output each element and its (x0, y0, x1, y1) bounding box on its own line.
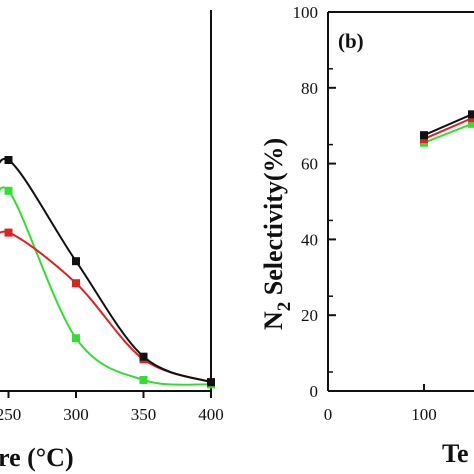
panel-a-x-tick-label: 250 (0, 405, 21, 424)
panel-a-x-tick-label: 400 (198, 405, 224, 424)
panel-a-data-point (72, 279, 80, 288)
panel-b-data-point (468, 110, 474, 119)
panel-b-y-tick-label: 20 (301, 306, 318, 325)
panel-a-x-ticks: 250 300 350 400 (0, 391, 224, 424)
panel-a-data-point (72, 257, 80, 266)
panel-b-y-axis-title-sub: 2 (274, 302, 295, 312)
panel-a-x-axis-title: re (°C) (0, 443, 74, 472)
panel-b-y-tick-label: 40 (301, 230, 318, 249)
panel-b-x-ticks: 0 100 (324, 384, 437, 424)
panel-b-x-axis-title: Te (442, 439, 469, 468)
panel-a-series-line (0, 157, 212, 384)
panel-b-data-point (468, 119, 474, 128)
panel-a-data-point (4, 228, 13, 237)
panel-b-series-line (423, 113, 473, 137)
panel-a-data-point (4, 156, 13, 164)
panel-b-x-tick-label: 0 (324, 405, 333, 424)
panel-b-y-tick-label: 100 (293, 3, 319, 22)
panel-a-data-point (207, 378, 215, 387)
panel-b-y-ticks: 0 20 40 60 80 100 (293, 3, 336, 401)
panel-b-series (420, 110, 474, 147)
panel-a-data-point (139, 352, 148, 361)
panel-a-x-tick-label: 300 (63, 405, 89, 424)
panel-b-series-line (423, 117, 473, 140)
panel-b-y-tick-label: 0 (310, 382, 319, 401)
panel-a-series-line (0, 186, 212, 386)
panel-b-y-axis-title-main: N (259, 311, 288, 330)
panel-a: 250 300 350 400 re (°C) (0, 10, 224, 472)
panel-a-data-point (4, 186, 13, 195)
panel-b-label: (b) (338, 29, 364, 53)
panel-b-y-axis-title-rest: Selectivity(%) (259, 138, 288, 302)
panel-b-data-point (420, 131, 428, 140)
panel-b-y-axis-title: N2 Selectivity(%) (259, 138, 295, 330)
panel-a-data-point (72, 334, 80, 343)
panel-a-data-point (139, 376, 148, 384)
panel-b-x-tick-label: 100 (411, 405, 437, 424)
panel-a-series (0, 156, 215, 389)
panel-b-y-tick-label: 60 (301, 155, 318, 174)
panel-b-y-tick-label: 80 (301, 79, 318, 98)
panel-b-series-line (423, 122, 473, 144)
panel-a-x-tick-label: 350 (131, 405, 157, 424)
